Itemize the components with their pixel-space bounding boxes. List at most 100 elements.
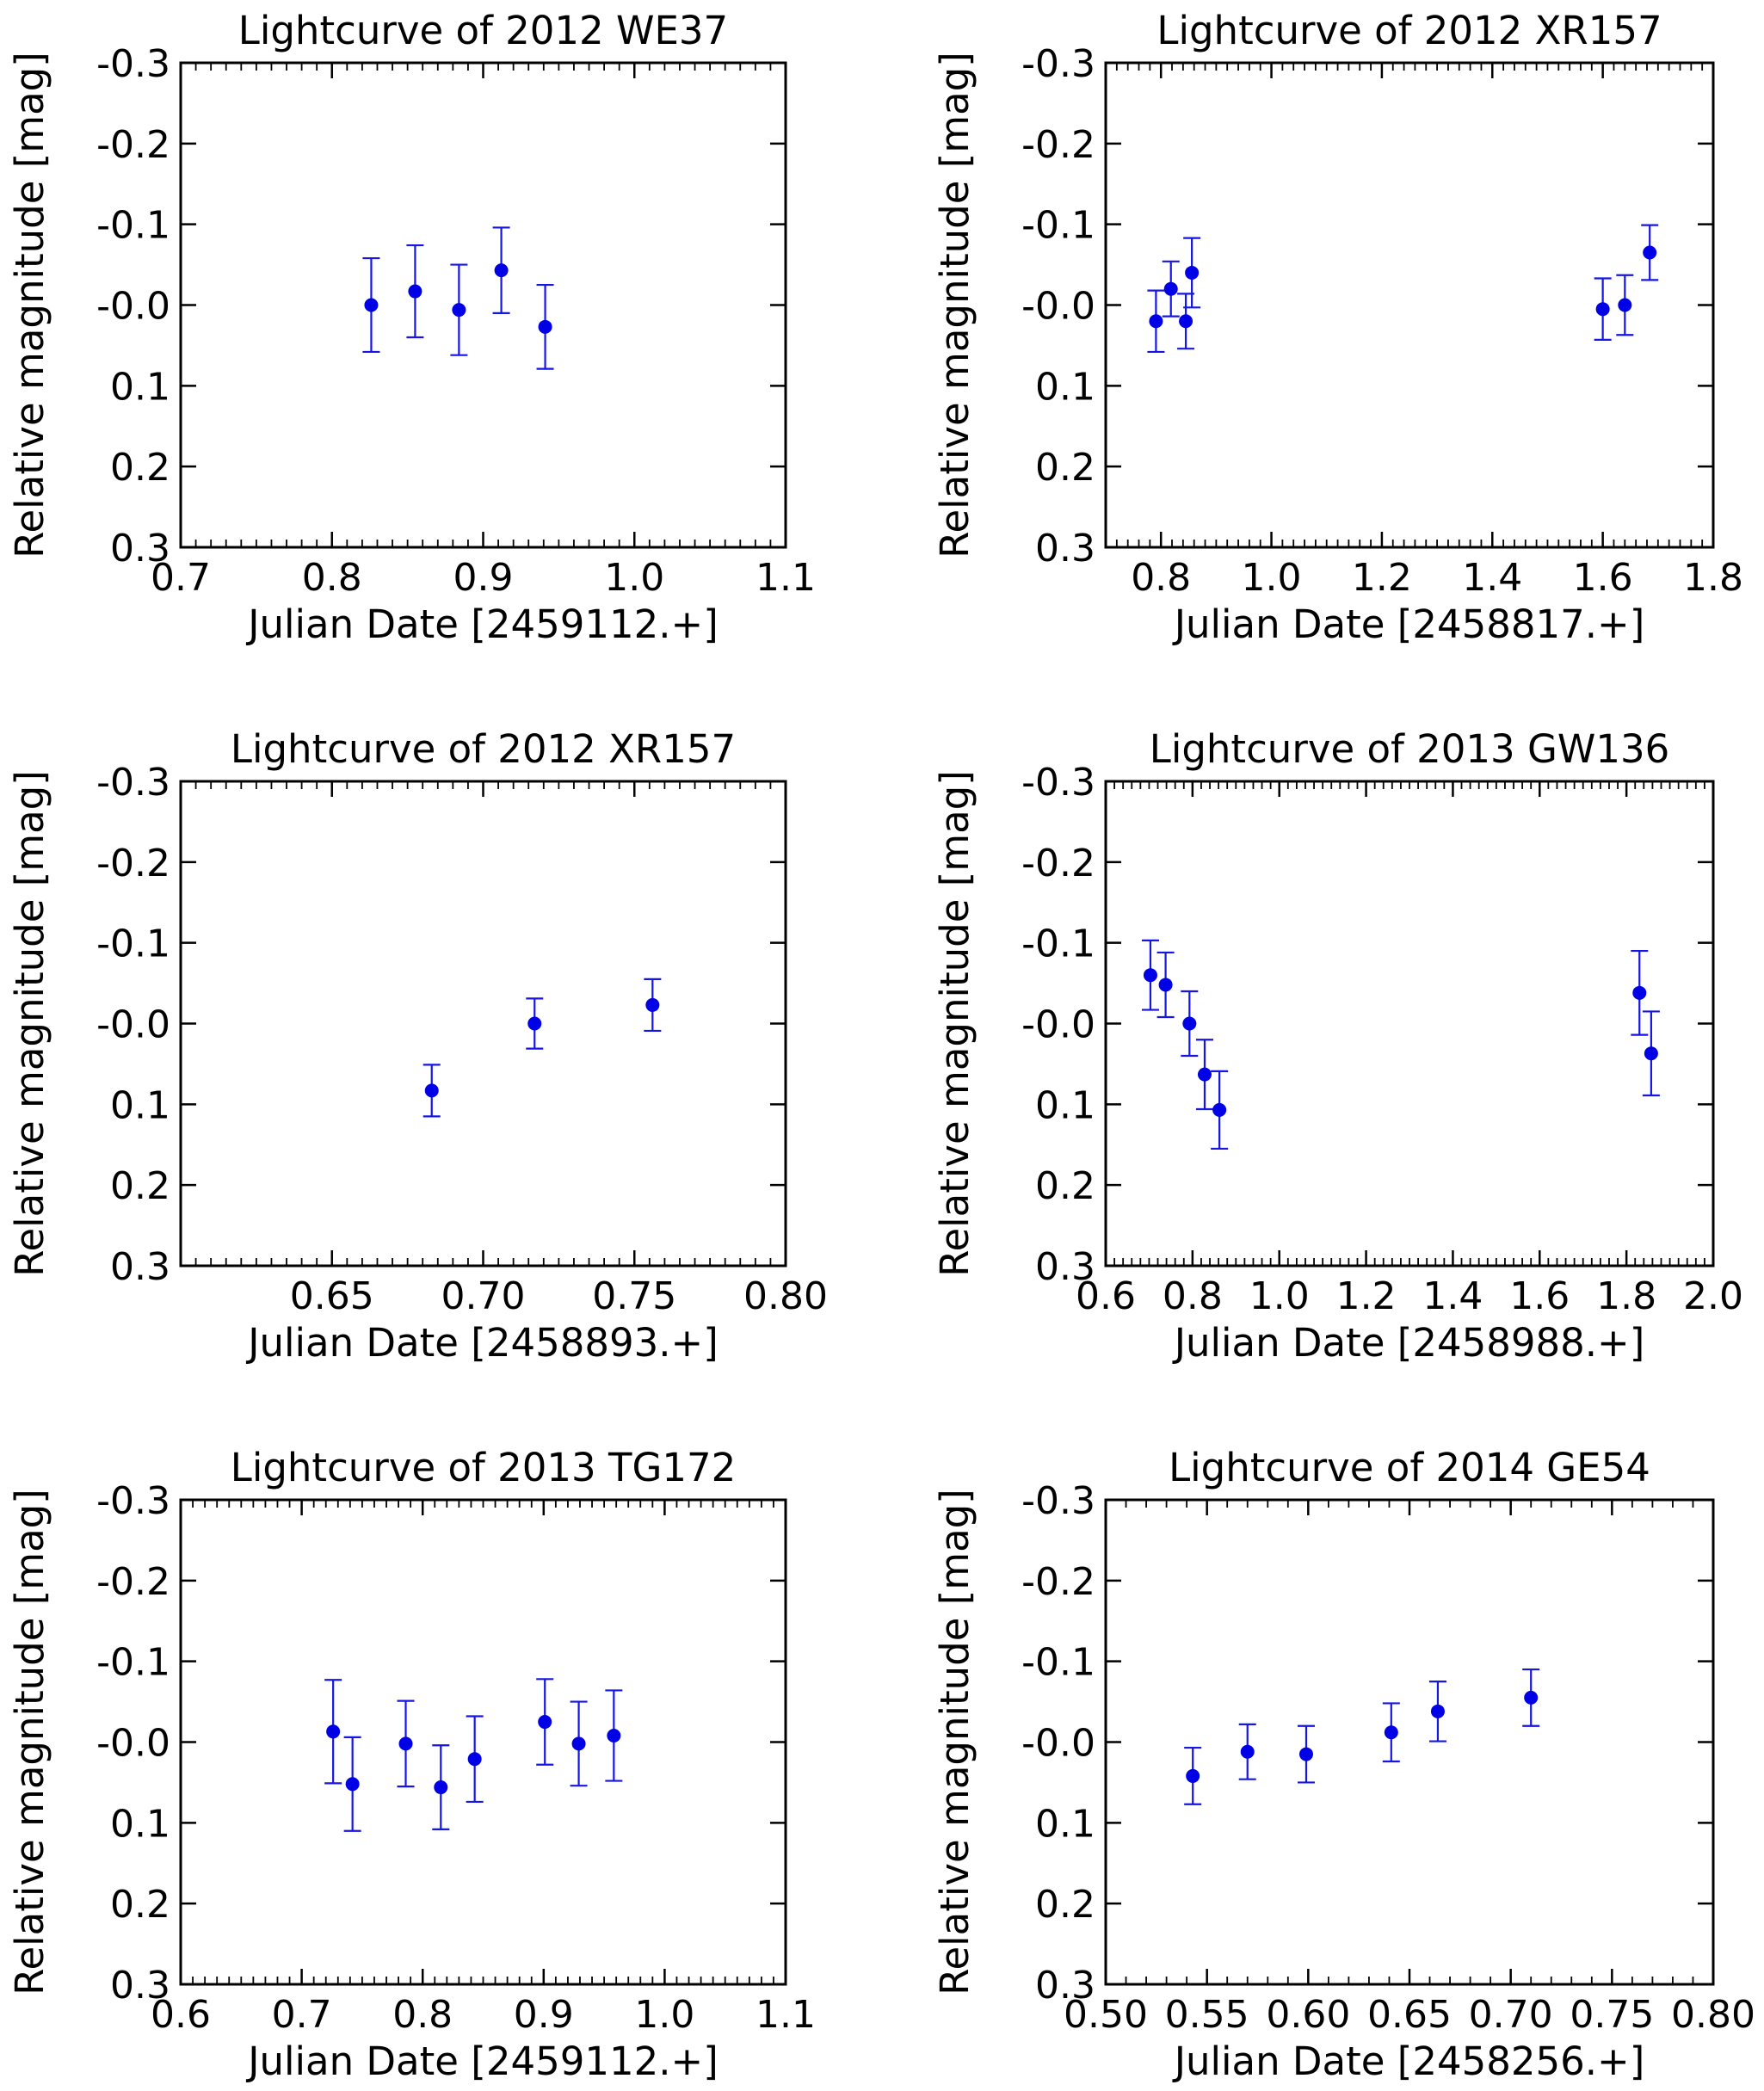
y-tick-label: 0.1 — [1035, 1802, 1095, 1846]
x-tick-label: 0.65 — [290, 1274, 374, 1318]
data-point — [1197, 1067, 1212, 1082]
x-tick-label: 0.8 — [1163, 1274, 1223, 1318]
x-axis-label: Julian Date [2458817.+] — [1172, 601, 1645, 647]
data-point — [345, 1777, 360, 1792]
data-point — [364, 298, 379, 312]
x-tick-label: 0.75 — [592, 1274, 676, 1318]
y-tick-label: -0.1 — [96, 1641, 170, 1685]
y-tick-label: 0.3 — [1035, 527, 1095, 571]
y-tick-label: -0.0 — [1021, 285, 1095, 329]
x-tick-label: 1.0 — [1242, 556, 1302, 600]
y-tick-label: -0.0 — [1021, 1003, 1095, 1047]
data-point — [1240, 1744, 1255, 1759]
y-tick-label: 0.1 — [110, 1083, 170, 1127]
x-tick-label: 0.80 — [743, 1274, 828, 1318]
x-tick-label: 0.7 — [272, 1993, 332, 2037]
y-tick-label: -0.1 — [1021, 204, 1095, 248]
x-tick-label: 1.0 — [634, 1993, 694, 2037]
data-point — [1298, 1747, 1313, 1761]
x-tick-label: 1.6 — [1573, 556, 1633, 600]
data-point — [424, 1083, 439, 1098]
data-point — [538, 1715, 552, 1730]
y-tick-label: -0.2 — [1021, 842, 1095, 885]
y-tick-label: -0.3 — [1021, 1479, 1095, 1523]
lightcurve-panel-3: 0.65 0.70 0.75 0.80 -0.3 -0.2 -0.1 -0.0 0.1 0.2 0.… — [7, 726, 828, 1366]
data-series — [1141, 939, 1660, 1150]
y-axis-label: Relative magnitude [mag] — [7, 1489, 52, 1995]
y-axis-label: Relative magnitude [mag] — [932, 770, 978, 1277]
y-axis-label: Relative magnitude [mag] — [7, 52, 52, 558]
y-tick-label: -0.2 — [1021, 1560, 1095, 1604]
y-tick-label: -0.3 — [1021, 761, 1095, 805]
y-tick-label: 0.3 — [110, 1964, 170, 2008]
x-axis-label: Julian Date [2458988.+] — [1172, 1320, 1645, 1366]
data-point — [538, 319, 552, 334]
data-series — [422, 978, 662, 1118]
data-series — [1147, 224, 1659, 354]
data-point — [434, 1780, 448, 1795]
chart-title: Lightcurve of 2012 XR157 — [231, 726, 736, 772]
data-point — [467, 1752, 482, 1767]
x-tick-label: 0.9 — [453, 556, 514, 600]
y-tick-label: -0.3 — [96, 1479, 170, 1523]
lightcurve-panel-4: 0.6 0.8 1.0 1.2 1.4 1.6 1.8 2.0 -0.3 -0.2 -0.1 -0.0… — [932, 726, 1743, 1366]
y-tick-label: 0.1 — [1035, 1083, 1095, 1127]
data-series — [1184, 1668, 1540, 1805]
x-tick-label: 1.2 — [1336, 1274, 1397, 1318]
x-tick-label: 0.6 — [151, 1993, 211, 2037]
x-axis-label: Julian Date [2458256.+] — [1172, 2039, 1645, 2084]
x-tick-label: 0.70 — [1469, 1993, 1553, 2037]
data-point — [571, 1736, 586, 1751]
data-series — [324, 1678, 623, 1832]
plot-frame — [179, 61, 787, 549]
x-tick-label: 0.65 — [1367, 1993, 1452, 2037]
y-axis-label: Relative magnitude [mag] — [932, 1489, 978, 1995]
y-tick-label: 0.2 — [110, 1164, 170, 1208]
data-point — [1158, 978, 1173, 992]
x-tick-label: 0.8 — [302, 556, 362, 600]
x-tick-label: 0.9 — [514, 1993, 574, 2037]
y-tick-label: -0.1 — [96, 204, 170, 248]
y-tick-label: 0.3 — [1035, 1245, 1095, 1289]
data-point — [1430, 1704, 1445, 1718]
data-point — [1185, 265, 1200, 280]
x-axis-label: Julian Date [2459112.+] — [245, 2039, 719, 2084]
x-tick-label: 0.60 — [1266, 1993, 1350, 2037]
plot-frame — [1104, 1498, 1715, 1986]
y-tick-label: 0.2 — [110, 1883, 170, 1927]
y-tick-label: 0.2 — [1035, 1164, 1095, 1208]
data-point — [326, 1724, 341, 1739]
chart-title: Lightcurve of 2013 TG172 — [231, 1445, 736, 1490]
y-tick-label: 0.3 — [110, 1245, 170, 1289]
plot-frame — [179, 780, 787, 1268]
x-tick-label: 0.8 — [392, 1993, 453, 2037]
x-tick-label: 1.6 — [1509, 1274, 1570, 1318]
data-point — [607, 1728, 621, 1742]
data-point — [1632, 985, 1647, 1000]
x-tick-label: 0.75 — [1570, 1993, 1654, 2037]
y-tick-label: -0.0 — [96, 1722, 170, 1766]
y-tick-label: -0.3 — [1021, 42, 1095, 86]
y-tick-label: -0.1 — [96, 922, 170, 966]
chart-title: Lightcurve of 2012 WE37 — [238, 8, 728, 53]
data-point — [1595, 302, 1610, 317]
x-axis-label: Julian Date [2459112.+] — [245, 601, 719, 647]
x-tick-label: 0.70 — [441, 1274, 526, 1318]
x-tick-label: 1.8 — [1596, 1274, 1656, 1318]
y-tick-label: 0.2 — [1035, 446, 1095, 490]
x-tick-label: 1.1 — [756, 556, 816, 600]
x-tick-label: 0.80 — [1671, 1993, 1755, 2037]
y-tick-label: -0.2 — [96, 123, 170, 167]
data-point — [645, 997, 660, 1012]
lightcurve-panel-6: 0.50 0.55 0.60 0.65 0.70 0.75 0.80 -0.3 -0.2 -0.1… — [932, 1445, 1755, 2084]
data-point — [398, 1736, 413, 1751]
y-tick-label: -0.3 — [96, 42, 170, 86]
data-point — [452, 303, 466, 318]
y-tick-label: 0.2 — [1035, 1883, 1095, 1927]
y-axis-label: Relative magnitude [mag] — [932, 52, 978, 558]
data-point — [1149, 314, 1163, 329]
x-tick-label: 1.2 — [1352, 556, 1412, 600]
x-tick-label: 0.8 — [1131, 556, 1191, 600]
lightcurve-panel-2: 0.8 1.0 1.2 1.4 1.6 1.8 -0.3 -0.2 -0.1 -0.0 0.1 0.2… — [932, 8, 1743, 647]
data-point — [1143, 968, 1157, 983]
